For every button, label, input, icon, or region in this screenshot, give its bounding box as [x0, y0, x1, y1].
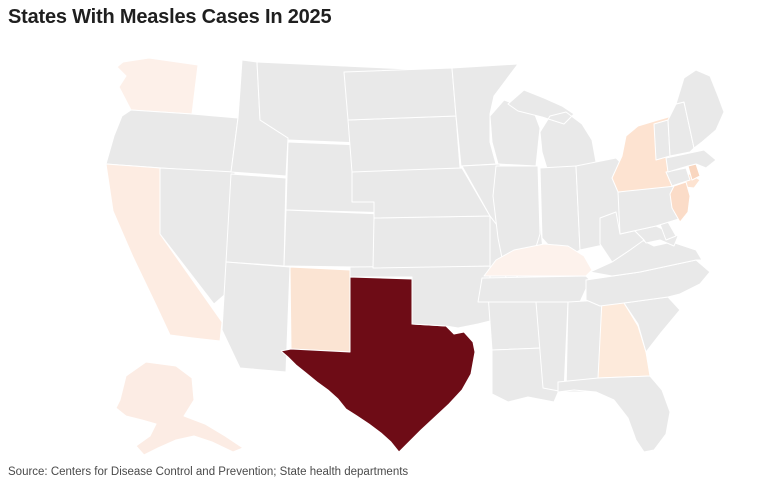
state-connecticut[interactable] — [665, 167, 691, 187]
state-kansas[interactable] — [372, 215, 493, 269]
state-wisconsin[interactable] — [489, 99, 541, 167]
state-nevada[interactable] — [159, 167, 236, 305]
state-nebraska[interactable] — [351, 167, 491, 219]
state-florida[interactable] — [557, 375, 671, 453]
state-oregon[interactable] — [105, 109, 239, 174]
state-maine[interactable] — [675, 69, 725, 149]
state-new-jersey[interactable] — [669, 181, 691, 223]
state-texas[interactable] — [280, 276, 476, 453]
state-massachusetts[interactable] — [665, 149, 717, 173]
state-vermont[interactable] — [653, 119, 671, 161]
source-note: Source: Centers for Disease Control and … — [8, 466, 409, 478]
state-michigan[interactable] — [507, 89, 597, 173]
states-layer — [105, 57, 725, 456]
state-kentucky[interactable] — [483, 243, 593, 277]
state-north-dakota[interactable] — [343, 67, 457, 121]
state-tennessee[interactable] — [477, 275, 591, 303]
state-alaska[interactable] — [115, 361, 244, 456]
state-washington[interactable] — [116, 57, 199, 115]
state-south-dakota[interactable] — [347, 115, 461, 173]
state-new-mexico[interactable] — [289, 266, 351, 353]
state-mississippi[interactable] — [535, 301, 569, 393]
page-title: States With Measles Cases In 2025 — [8, 6, 332, 28]
state-utah[interactable] — [225, 173, 287, 267]
state-minnesota[interactable] — [451, 63, 519, 167]
state-arizona[interactable] — [221, 261, 291, 373]
